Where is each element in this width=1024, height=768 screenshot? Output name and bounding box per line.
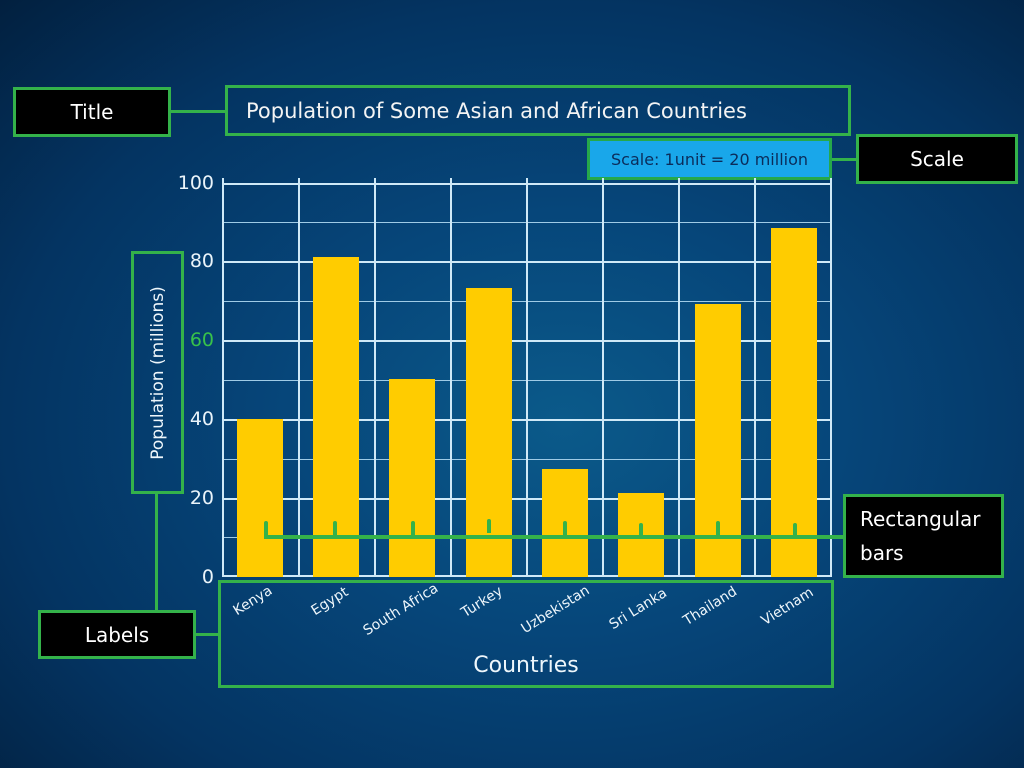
y-axis-label: Population (millions): [147, 285, 168, 460]
y-axis-line: [222, 178, 224, 577]
bar-south-africa: [389, 379, 435, 577]
vgridline: [754, 178, 756, 577]
x-label-thailand: Thailand: [680, 583, 740, 629]
labels-callout-label: Labels: [84, 622, 150, 647]
x-label-south-africa: South Africa: [360, 580, 442, 639]
bars-bracket-line: [264, 535, 884, 539]
y-tick-40: 40: [189, 408, 214, 430]
x-label-vietnam: Vietnam: [758, 584, 817, 629]
title-callout: Title: [13, 87, 171, 137]
bar-kenya: [237, 419, 283, 577]
vgridline: [678, 178, 680, 577]
ylabel-connector: [155, 494, 158, 612]
x-label-sri-lanka: Sri Lanka: [606, 585, 670, 633]
x-label-turkey: Turkey: [458, 583, 506, 621]
y-tick-80: 80: [189, 250, 214, 272]
scale-connector: [832, 158, 857, 161]
y-tick-60: 60: [189, 329, 214, 351]
bracket-tick: [487, 519, 491, 533]
x-axis-label-box: Kenya Egypt South Africa Turkey Uzbekist…: [218, 580, 834, 688]
bars-callout-line1: Rectangular: [860, 507, 981, 531]
vgridline: [602, 178, 604, 577]
x-axis-title: Countries: [473, 653, 579, 678]
scale-box: Scale: 1unit = 20 million: [587, 138, 832, 180]
labels-connector: [196, 633, 220, 636]
bracket-tick: [563, 521, 567, 535]
x-label-uzbekistan: Uzbekistan: [518, 582, 593, 637]
title-connector: [171, 110, 225, 113]
vgridline: [450, 178, 452, 577]
y-tick-20: 20: [189, 487, 214, 509]
plot-area: [222, 178, 884, 577]
vgridline: [830, 178, 832, 577]
bracket-tick: [333, 521, 337, 535]
y-tick-0: 0: [201, 566, 214, 588]
bracket-tick: [264, 521, 268, 535]
bars-callout: Rectangular bars: [843, 494, 1004, 578]
bars-callout-line2: bars: [860, 541, 904, 565]
chart-title: Population of Some Asian and African Cou…: [225, 85, 851, 136]
bracket-tick: [639, 523, 643, 537]
x-label-kenya: Kenya: [230, 582, 276, 619]
chart-title-text: Population of Some Asian and African Cou…: [246, 98, 747, 123]
bracket-tick: [411, 521, 415, 535]
y-axis-label-box: Population (millions): [131, 251, 184, 494]
bracket-tick: [716, 521, 720, 535]
vgridline: [374, 178, 376, 577]
x-label-egypt: Egypt: [308, 584, 352, 619]
scale-callout: Scale: [856, 134, 1018, 184]
bar-vietnam: [771, 228, 817, 577]
scale-text: Scale: 1unit = 20 million: [610, 149, 809, 169]
y-tick-100: 100: [177, 172, 214, 194]
vgridline: [298, 178, 300, 577]
scale-callout-label: Scale: [910, 147, 964, 171]
bar-turkey: [466, 288, 512, 577]
vgridline: [526, 178, 528, 577]
title-callout-label: Title: [70, 100, 114, 124]
bracket-tick: [793, 523, 797, 537]
labels-callout: Labels: [38, 610, 196, 659]
